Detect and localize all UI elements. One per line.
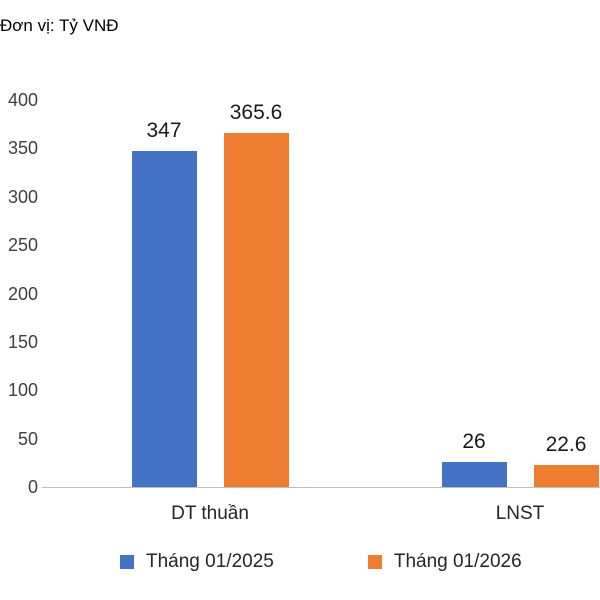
y-tick-label: 300 [7, 186, 38, 207]
bar [533, 465, 599, 487]
y-tick-label: 100 [7, 380, 38, 401]
y-tick-label: 150 [7, 331, 38, 352]
legend-swatch-icon [120, 555, 134, 569]
legend-label: Tháng 01/2026 [393, 551, 522, 572]
legend-swatch-icon [367, 555, 382, 569]
y-tick-label: 400 [7, 90, 38, 110]
y-tick-label: 350 [7, 138, 38, 159]
category-label: LNST [495, 503, 545, 524]
plot-area: 347 26 365.6 22.6 [40, 100, 600, 487]
bar-value-label: 26 [462, 429, 486, 453]
bar-value-label: 365.6 [229, 101, 283, 125]
bar [441, 461, 507, 487]
legend-item: Tháng 01/2026 [367, 551, 522, 573]
legend-item: Tháng 01/2025 [120, 551, 274, 573]
x-axis-line [42, 487, 600, 488]
y-tick-label: 200 [7, 283, 38, 304]
bar-value-label: 347 [146, 119, 182, 143]
bar [131, 151, 197, 487]
unit-label: Đơn vị: Tỷ VNĐ [0, 16, 119, 35]
legend-label: Tháng 01/2025 [146, 551, 274, 572]
legend: Tháng 01/2025 Tháng 01/2026 [120, 551, 522, 573]
y-tick-label: 0 [27, 477, 38, 497]
y-tick-label: 50 [17, 428, 38, 449]
bar-value-label: 22.6 [545, 433, 587, 457]
y-tick-label: 250 [7, 235, 38, 256]
category-label: DT thuần [171, 503, 249, 524]
bar [223, 133, 289, 487]
